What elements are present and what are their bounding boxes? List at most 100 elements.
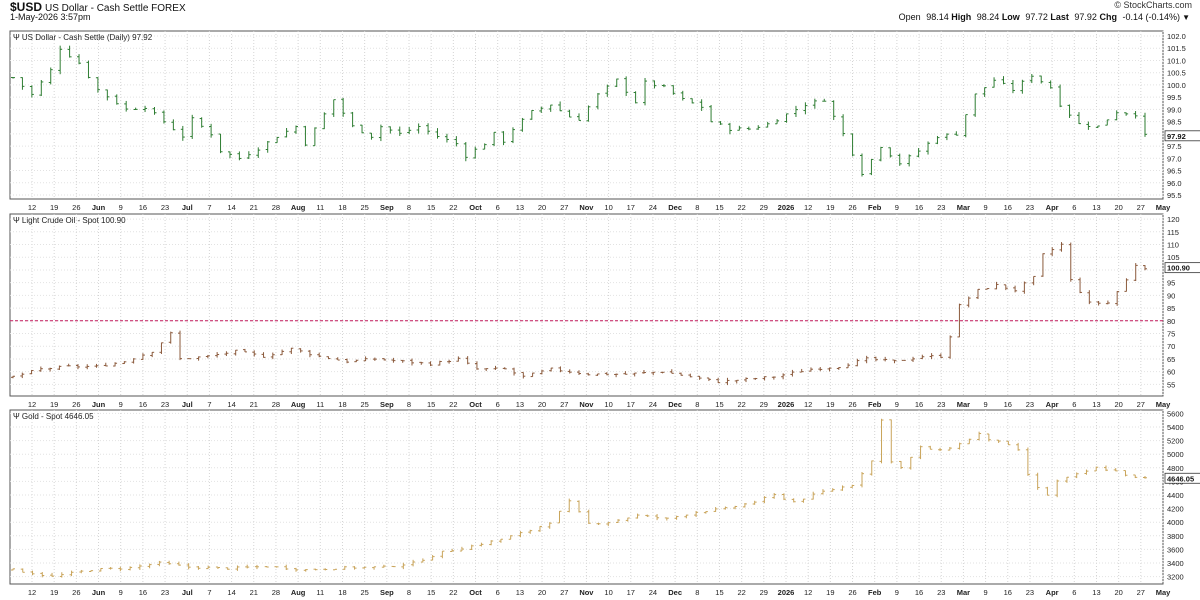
x-tick-label: 27 [1137, 588, 1145, 597]
ohlc-bar [1022, 281, 1027, 294]
ohlc-bar [1055, 479, 1060, 498]
ohlc-bar [801, 498, 806, 503]
x-tick-label: 20 [1114, 588, 1122, 597]
ohlc-bar [1078, 277, 1083, 294]
ohlc-bar [827, 367, 832, 372]
symbol-ticker: $USD [10, 0, 43, 14]
x-tick-label: 16 [1004, 588, 1012, 597]
x-tick-label: 16 [139, 400, 147, 409]
chevron-down-icon[interactable]: ▼ [1182, 13, 1190, 22]
ohlc-bar [447, 359, 452, 364]
ohlc-bar [577, 113, 581, 121]
x-tick-label: 2026 [778, 400, 795, 409]
ohlc-bar [781, 493, 786, 501]
ohlc-bar [765, 121, 770, 128]
x-tick-label: Oct [469, 400, 482, 409]
ohlc-bar [40, 571, 45, 578]
ohlc-bar [147, 563, 152, 569]
ohlc-bar [790, 369, 795, 377]
ohlc-bar [643, 77, 648, 106]
ohlc-bar [89, 570, 94, 572]
x-tick-label: 7 [207, 400, 211, 409]
x-tick-label: 28 [272, 400, 280, 409]
ohlc-bar [474, 361, 479, 370]
ohlc-bar [771, 376, 776, 380]
x-tick-label: 15 [427, 203, 435, 212]
ohlc-bar [690, 98, 695, 104]
ohlc-bar [354, 359, 359, 363]
y-tick-label: 120 [1167, 215, 1180, 224]
y-tick-label: 115 [1167, 228, 1179, 237]
x-tick-label: 10 [604, 588, 612, 597]
ohlc-bar [323, 568, 328, 571]
y-tick-label: 55 [1167, 380, 1175, 389]
ohlc-bar [977, 431, 982, 441]
ohlc-bar [428, 361, 433, 367]
ohlc-bar [986, 433, 991, 442]
x-tick-label: 26 [72, 588, 80, 597]
x-tick-label: 16 [1004, 203, 1012, 212]
x-tick-label: 20 [538, 203, 546, 212]
ohlc-bar [350, 111, 355, 128]
x-tick-label: 28 [272, 588, 280, 597]
ohlc-bar [830, 488, 835, 492]
ohlc-bar [261, 352, 266, 358]
ohlc-bar [996, 439, 1001, 443]
ohlc-bar [103, 362, 108, 367]
ohlc-bar [518, 531, 523, 538]
ohlc-bar [140, 353, 145, 360]
x-tick-label: Jun [92, 203, 106, 212]
ohlc-bar [1087, 290, 1092, 305]
x-tick-label: 8 [407, 203, 411, 212]
ohlc-bar [167, 560, 172, 565]
ohlc-bar [152, 107, 157, 115]
x-tick-label: Sep [380, 400, 394, 409]
y-tick-label: 4200 [1167, 505, 1184, 514]
ohlc-bar [706, 377, 711, 382]
x-tick-label: 12 [804, 588, 812, 597]
ohlc-bar [435, 128, 440, 139]
ohlc-bar [920, 354, 925, 360]
ohlc-bar [391, 357, 396, 363]
x-tick-label: 24 [649, 588, 657, 597]
ohlc-bar [727, 122, 732, 135]
ohlc-bar [333, 568, 338, 571]
x-tick-label: Sep [380, 203, 394, 212]
x-tick-label: Apr [1046, 203, 1059, 212]
y-tick-label: 4000 [1167, 518, 1184, 527]
x-tick-label: 23 [937, 588, 945, 597]
ohlc-bar [799, 368, 804, 373]
chg-value: -0.14 (-0.14%) [1122, 12, 1180, 22]
x-tick-label: 13 [516, 588, 524, 597]
x-tick-label: Aug [291, 203, 306, 212]
symbol-title: $USD US Dollar - Cash Settle FOREX [10, 0, 186, 14]
x-tick-label: Apr [1046, 588, 1059, 597]
ohlc-bar [948, 335, 953, 359]
y-tick-label: 60 [1167, 368, 1175, 377]
panel-title: Ψ US Dollar - Cash Settle (Daily) 97.92 [13, 33, 153, 42]
ohlc-bar [225, 567, 230, 570]
ohlc-bar [1039, 75, 1044, 84]
x-tick-label: 23 [1026, 400, 1034, 409]
ohlc-bar [388, 126, 393, 134]
ohlc-bar [492, 131, 497, 147]
ohlc-bar [1103, 465, 1108, 472]
ohlc-bar [985, 288, 990, 290]
x-tick-label: 19 [826, 203, 834, 212]
ohlc-bar [684, 514, 689, 519]
ohlc-bar [688, 373, 693, 378]
x-tick-label: 24 [649, 203, 657, 212]
ohlc-bar [131, 358, 136, 364]
y-tick-label: 75 [1167, 330, 1175, 339]
x-tick-label: 21 [250, 400, 258, 409]
ohlc-bar [113, 362, 118, 367]
ohlc-bar [1124, 278, 1129, 292]
ohlc-bar [994, 281, 999, 290]
ohlc-bar [567, 109, 572, 118]
ohlc-bar [502, 367, 507, 370]
ohlc-bar [85, 364, 90, 370]
x-tick-label: 18 [338, 203, 346, 212]
x-tick-label: Jul [182, 588, 193, 597]
y-tick-label: 105 [1167, 253, 1180, 262]
ohlc-bar [98, 568, 103, 572]
